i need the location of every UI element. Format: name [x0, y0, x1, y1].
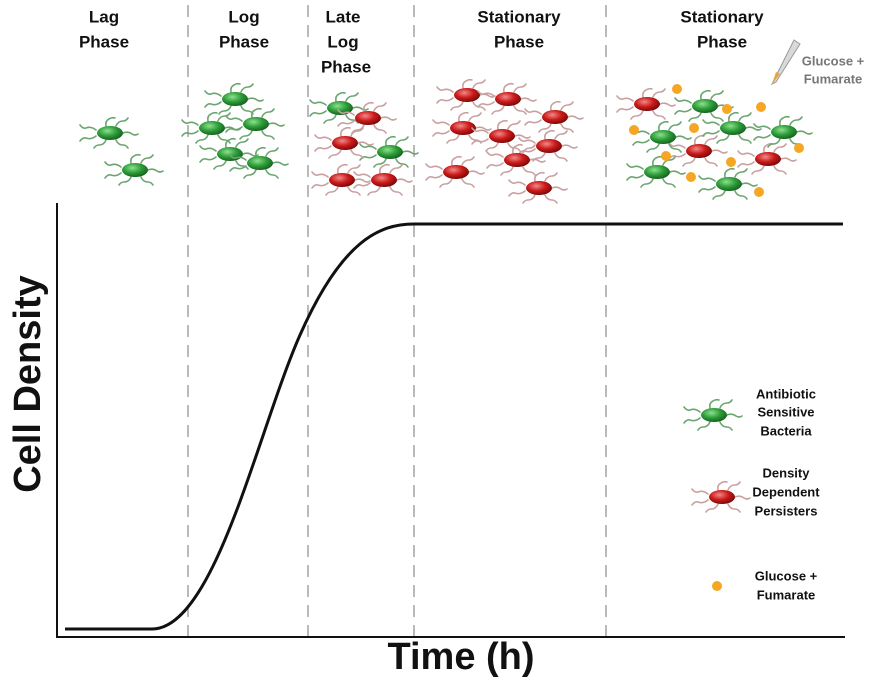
y-axis-label: Cell Density [7, 275, 49, 493]
x-axis-label: Time (h) [387, 636, 534, 678]
phase-label: Late [326, 7, 361, 26]
persister-bacterium [426, 157, 484, 187]
sensitive-bacterium [226, 109, 284, 139]
phase-label: Phase [219, 32, 269, 51]
persister-bacterium [437, 80, 495, 110]
phase-label: Log [228, 7, 259, 26]
phase-label: Phase [79, 32, 129, 51]
persister-bacterium [669, 136, 727, 166]
growth-curve [65, 222, 843, 631]
annotation: Glucose + [802, 53, 865, 68]
phase-dividers [187, 5, 607, 637]
phase-label: Log [327, 32, 358, 51]
phase-label: Stationary [477, 7, 561, 26]
persister-bacterium [472, 121, 530, 151]
phase-label: Phase [697, 32, 747, 51]
legend-label: Fumarate [757, 587, 816, 602]
nutrient-dot [689, 123, 699, 133]
persister-bacterium [487, 145, 545, 175]
annotation: Fumarate [804, 71, 863, 86]
legend-label: Bacteria [760, 423, 812, 438]
legend-label: Sensitive [757, 404, 814, 419]
nutrient-dot [726, 157, 736, 167]
persister-bacterium [433, 113, 491, 143]
nutrient-dot [722, 104, 732, 114]
phase-label: Phase [321, 57, 371, 76]
persister-bacterium [617, 89, 675, 119]
legend-label: Dependent [752, 484, 820, 499]
persister-bacterium [312, 165, 370, 195]
sensitive-bacterium [205, 84, 263, 114]
persister-bacterium [315, 128, 373, 158]
nutrient-dot [672, 84, 682, 94]
persister-bacterium [525, 102, 583, 132]
persister-bacterium [478, 84, 536, 114]
phase-label: Lag [89, 7, 119, 26]
bacteria [80, 80, 812, 203]
nutrients [629, 84, 804, 197]
legend-icon [692, 482, 750, 512]
legend-label: Antibiotic [756, 386, 816, 401]
sensitive-bacterium [627, 157, 685, 187]
legend-label: Glucose + [755, 568, 818, 583]
nutrient-dot [754, 187, 764, 197]
sensitive-bacterium [699, 169, 757, 199]
sensitive-bacterium [754, 117, 812, 147]
nutrient-dot [661, 151, 671, 161]
sensitive-bacterium [633, 122, 691, 152]
pipette [770, 39, 801, 86]
legend-label: Density [763, 465, 811, 480]
phase-label: Phase [494, 32, 544, 51]
persister-bacterium [509, 173, 567, 203]
phase-label: Stationary [680, 7, 764, 26]
legend-label: Persisters [755, 503, 818, 518]
nutrient-dot [756, 102, 766, 112]
legend-icon [684, 400, 742, 430]
sensitive-bacterium [80, 118, 138, 148]
legend-icon [712, 581, 722, 591]
sensitive-bacterium [105, 155, 163, 185]
nutrient-dot [686, 172, 696, 182]
nutrient-dot [629, 125, 639, 135]
axes [56, 203, 845, 638]
nutrient-dot [794, 143, 804, 153]
sensitive-bacterium [360, 137, 418, 167]
